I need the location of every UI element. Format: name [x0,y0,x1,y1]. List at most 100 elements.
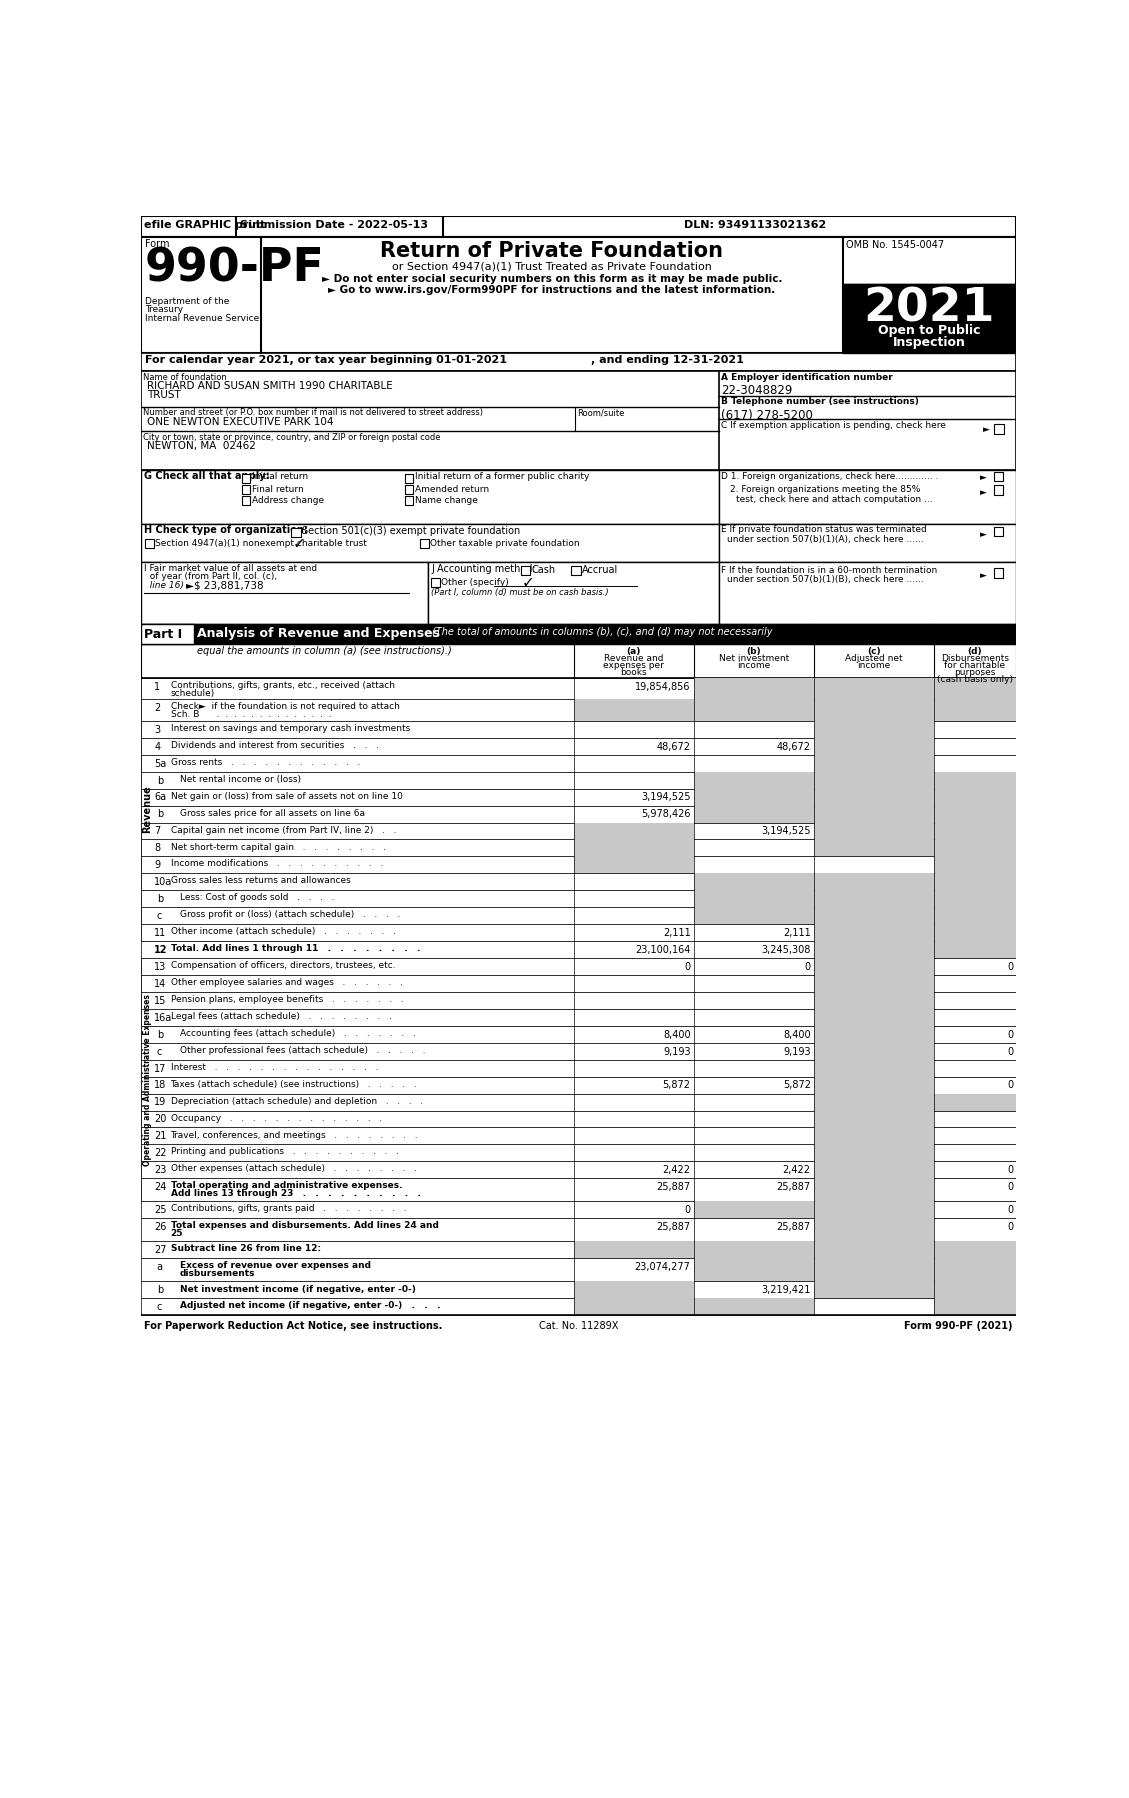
Text: Analysis of Revenue and Expenses: Analysis of Revenue and Expenses [196,628,440,640]
Bar [141,352,1016,372]
Bar [693,699,814,721]
Text: 8,400: 8,400 [663,1030,691,1039]
Text: purposes: purposes [954,667,996,676]
Bar [574,1282,693,1298]
Bar [431,579,439,586]
Text: (Part I, column (d) must be on cash basis.): (Part I, column (d) must be on cash basi… [431,588,609,597]
Text: TRUST: TRUST [147,390,181,399]
Text: A Employer identification number: A Employer identification number [720,372,893,381]
Bar [574,1241,693,1259]
Text: Accrual: Accrual [583,565,619,575]
Bar [574,822,693,840]
Bar [814,840,934,856]
Text: Gross rents   .   .   .   .   .   .   .   .   .   .   .   .: Gross rents . . . . . . . . . . . . [170,757,360,766]
Bar [574,699,693,721]
Text: Compensation of officers, directors, trustees, etc.: Compensation of officers, directors, tru… [170,962,395,971]
Text: for charitable: for charitable [945,662,1006,671]
Text: ►: ► [980,530,987,539]
Text: 2. Foreign organizations meeting the 85%: 2. Foreign organizations meeting the 85% [730,485,920,494]
Text: Initial return of a former public charity: Initial return of a former public charit… [414,473,589,482]
Text: Interest   .   .   .   .   .   .   .   .   .   .   .   .   .   .   .: Interest . . . . . . . . . . . . . . . [170,1063,378,1072]
Text: ► Do not enter social security numbers on this form as it may be made public.: ► Do not enter social security numbers o… [322,275,782,284]
Bar [934,856,1016,874]
Text: (d): (d) [968,647,982,656]
Text: Add lines 13 through 23   .   .   .   .   .   .   .   .   .   .: Add lines 13 through 23 . . . . . . . . … [170,1188,420,1197]
Bar [141,624,194,644]
Text: Gross sales price for all assets on line 6a: Gross sales price for all assets on line… [180,809,365,818]
Bar [141,1282,1016,1298]
Bar [814,940,934,958]
Text: b: b [157,1286,163,1295]
Bar [814,1282,934,1298]
Text: Cat. No. 11289X: Cat. No. 11289X [539,1322,618,1332]
Bar [242,496,251,505]
Text: Section 4947(a)(1) nonexempt charitable trust: Section 4947(a)(1) nonexempt charitable … [155,539,367,548]
Text: 9,193: 9,193 [663,1046,691,1057]
Text: 27: 27 [155,1246,167,1255]
Text: 25,887: 25,887 [777,1223,811,1232]
Bar [141,1144,1016,1162]
Bar [814,822,934,840]
Text: ►: ► [980,473,987,482]
Text: 3: 3 [155,725,160,735]
Text: 3,194,525: 3,194,525 [761,827,811,836]
Bar [141,874,1016,890]
Bar [934,940,1016,958]
Bar [814,874,934,890]
Text: I Fair market value of all assets at end: I Fair market value of all assets at end [145,565,317,574]
Bar [718,563,1016,624]
Bar [141,771,1016,789]
Bar [141,1201,1016,1219]
Bar [693,908,814,924]
Text: Contributions, gifts, grants paid   .   .   .   .   .   .   .   .: Contributions, gifts, grants paid . . . … [170,1205,406,1214]
Bar [141,737,1016,755]
Text: ►: ► [980,489,987,498]
Text: 20: 20 [155,1115,167,1124]
Text: Revenue: Revenue [142,786,152,832]
Text: City or town, state or province, country, and ZIP or foreign postal code: City or town, state or province, country… [143,433,441,442]
Text: Name change: Name change [414,496,478,505]
Text: 13: 13 [155,962,167,973]
Text: Name of foundation: Name of foundation [143,372,227,381]
Text: Revenue and: Revenue and [604,654,664,663]
Text: Excess of revenue over expenses and: Excess of revenue over expenses and [180,1262,370,1271]
Text: , and ending 12-31-2021: , and ending 12-31-2021 [590,356,744,365]
Text: Total operating and administrative expenses.: Total operating and administrative expen… [170,1181,402,1190]
Bar [814,1093,934,1111]
Bar [814,1127,934,1144]
Text: For Paperwork Reduction Act Notice, see instructions.: For Paperwork Reduction Act Notice, see … [145,1322,443,1332]
Text: (The total: (The total [431,628,479,636]
Bar [814,771,934,789]
Bar [934,890,1016,908]
Text: Department of the: Department of the [145,297,229,306]
Text: NEWTON, MA  02462: NEWTON, MA 02462 [147,441,256,451]
Bar [141,755,1016,771]
Text: Adjusted net: Adjusted net [846,654,903,663]
Bar [428,563,718,624]
Text: Income modifications   .   .   .   .   .   .   .   .   .   .: Income modifications . . . . . . . . . . [170,859,383,868]
Bar [934,874,1016,890]
Text: c: c [157,1046,161,1057]
Text: 0: 0 [1007,1081,1013,1090]
Text: 0: 0 [805,962,811,973]
Text: 4: 4 [155,741,160,752]
Text: Other income (attach schedule)   .   .   .   .   .   .   .: Other income (attach schedule) . . . . .… [170,928,395,937]
Bar [994,568,1003,577]
Bar [934,840,1016,856]
Text: 990-PF: 990-PF [145,246,325,291]
Bar [814,975,934,992]
Text: DLN: 93491133021362: DLN: 93491133021362 [684,221,826,230]
Text: Net investment: Net investment [719,654,789,663]
Text: disbursements: disbursements [180,1269,255,1278]
Text: Check►  if the foundation is not required to attach: Check► if the foundation is not required… [170,703,400,712]
Text: of amounts in columns (b), (c), and (d) may not necessarily: of amounts in columns (b), (c), and (d) … [482,628,772,636]
Text: 7: 7 [155,827,160,836]
Bar [934,699,1016,721]
Text: 23,100,164: 23,100,164 [636,946,691,955]
Bar [693,874,814,890]
Text: line 16): line 16) [145,581,184,590]
Text: Disbursements: Disbursements [942,654,1009,663]
Text: Address change: Address change [252,496,324,505]
Bar [994,527,1003,536]
Text: Taxes (attach schedule) (see instructions)   .   .   .   .   .: Taxes (attach schedule) (see instruction… [170,1081,418,1090]
